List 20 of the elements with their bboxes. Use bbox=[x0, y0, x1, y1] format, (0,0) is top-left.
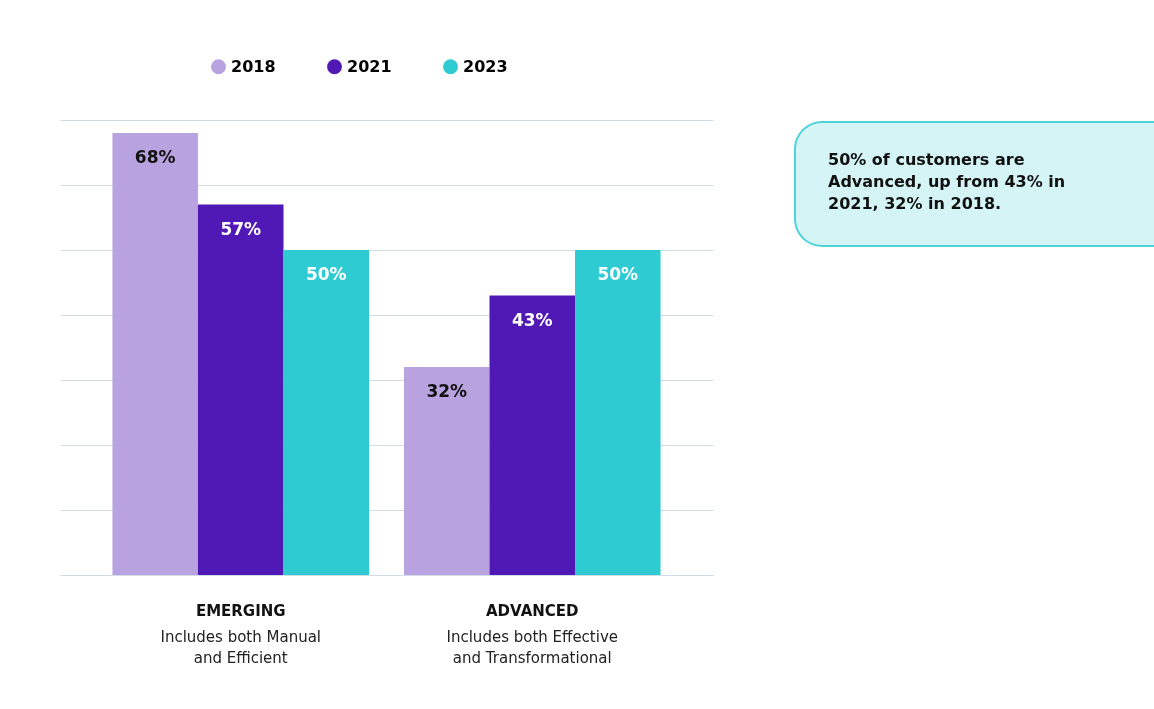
bar bbox=[575, 250, 661, 575]
bar bbox=[283, 250, 370, 575]
legend-label: 2018 bbox=[231, 56, 276, 76]
data-label: 50% bbox=[305, 264, 347, 284]
data-label: 50% bbox=[597, 264, 639, 284]
bar bbox=[489, 295, 576, 575]
text: Includes both Effective and Transformational bbox=[446, 628, 618, 667]
data-label: 32% bbox=[426, 381, 468, 401]
x-tick-label: ADVANCED bbox=[485, 601, 579, 620]
x-tick-label: EMERGING bbox=[195, 601, 286, 620]
bar bbox=[197, 204, 284, 575]
bar bbox=[403, 367, 490, 575]
data-label: 43% bbox=[511, 309, 553, 330]
legend-label: 2023 bbox=[463, 56, 508, 76]
data-label: 68% bbox=[134, 147, 176, 167]
text: 50% of customers are Advanced, up from 43% in 2021, 32% in 2018. bbox=[794, 121, 1154, 247]
legend-label: 2021 bbox=[347, 56, 392, 76]
bar bbox=[112, 133, 198, 575]
text: Includes both Manual and Efficient bbox=[160, 628, 322, 667]
data-label: 57% bbox=[220, 218, 262, 239]
